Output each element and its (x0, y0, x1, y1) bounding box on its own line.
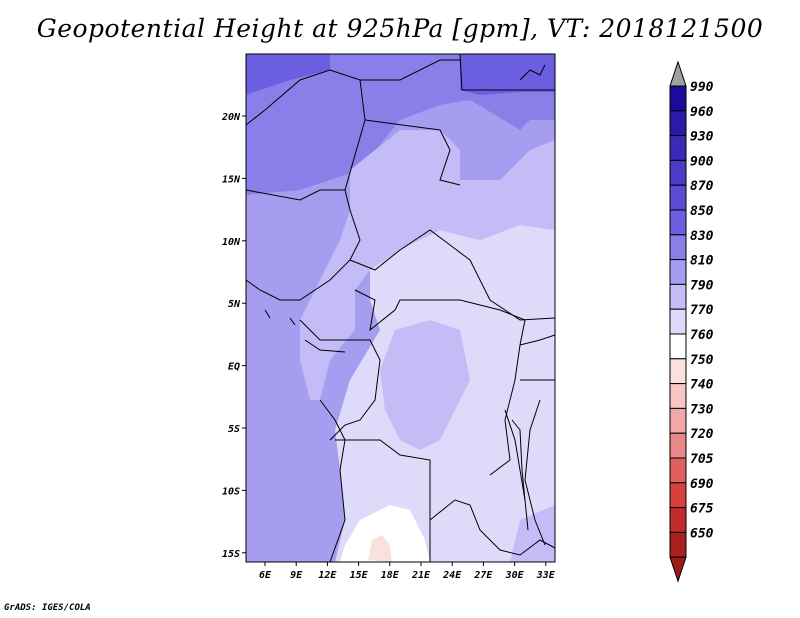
colorbar-level-label: 720 (690, 427, 714, 442)
field-790-810 (300, 130, 555, 400)
colorbar-level-label: 790 (690, 278, 714, 293)
field-760-770 (340, 505, 430, 562)
lon-tick-label: 15E (350, 570, 369, 581)
map-title: Geopotential Height at 925hPa [gpm], VT:… (36, 14, 764, 43)
colorbar-swatch (669, 259, 687, 285)
lon-tick-label: 18E (381, 570, 400, 581)
colorbar-level-label: 870 (690, 179, 714, 194)
colorbar-swatch (669, 184, 687, 211)
colorbar-level-label: 990 (690, 80, 714, 95)
colorbar-level-label: 960 (690, 105, 714, 120)
colorbar-level-label: 770 (690, 303, 714, 318)
colorbar-swatch (669, 135, 687, 161)
colorbar-level-label: 850 (690, 204, 714, 219)
lat-tick-label: 5S (228, 424, 240, 435)
lat-tick-label: 15N (222, 174, 241, 185)
colorbar-swatch (669, 234, 687, 261)
lat-tick-label: 20N (221, 112, 241, 123)
borders (246, 54, 555, 562)
lon-tick-label: 24E (442, 570, 462, 581)
colorbar-swatch (669, 85, 687, 112)
field-850-870-ne (460, 54, 555, 95)
lon-tick-label: 21E (411, 570, 431, 581)
colorbar-level-label: 690 (690, 477, 714, 492)
latitude-axis: 20N 15N 10N 5N EQ 5S 10S 15S (221, 112, 246, 560)
colorbar-top-arrow (669, 60, 687, 87)
colorbar-level-label: 705 (690, 452, 714, 467)
colorbar-swatch (669, 507, 687, 533)
lat-tick-label: 5N (228, 299, 241, 310)
colorbar-level-label: 810 (690, 254, 714, 269)
field-750-760 (368, 535, 392, 562)
colorbar-swatch (669, 209, 687, 236)
colorbar-swatch (669, 283, 687, 310)
credit-label: GrADS: IGES/COLA (4, 603, 91, 613)
map-field (246, 54, 555, 562)
longitude-axis: 6E 9E 12E 15E 18E 21E 24E 27E 30E 33E (259, 562, 556, 581)
colorbar-level-label: 650 (690, 526, 714, 541)
lon-tick-label: 30E (505, 570, 525, 581)
colorbar-swatch (669, 159, 687, 186)
field-790-810-congo (380, 320, 470, 450)
colorbar-level-label: 740 (690, 378, 714, 393)
field-790-810-se (510, 505, 555, 562)
colorbar-swatch (669, 110, 687, 137)
colorbar-level-label: 930 (690, 130, 714, 145)
lat-tick-label: 10S (222, 486, 240, 497)
lat-tick-label: 15S (222, 549, 240, 560)
colorbar-level-label: 750 (690, 353, 714, 368)
lon-tick-label: 33E (536, 570, 556, 581)
colorbar-level-label: 760 (690, 328, 714, 343)
lat-tick-label: EQ (228, 362, 240, 373)
colorbar: 990 960 930 900 870 850 830 810 790 770 760 750 740 7… (669, 60, 714, 583)
colorbar-swatch (669, 383, 687, 409)
colorbar-swatch (669, 457, 687, 484)
colorbar-swatch (669, 358, 687, 385)
colorbar-swatch (669, 432, 687, 459)
field-850-870-nw (246, 54, 330, 95)
lat-tick-label: 10N (222, 237, 241, 248)
lon-tick-label: 12E (318, 570, 337, 581)
map-frame (245, 53, 556, 563)
colorbar-swatch (669, 407, 687, 434)
colorbar-swatch (669, 308, 687, 335)
colorbar-bottom-arrow (669, 556, 687, 583)
lon-tick-label: 6E (259, 570, 272, 581)
colorbar-level-label: 730 (690, 402, 714, 417)
colorbar-level-label: 675 (690, 502, 714, 517)
colorbar-swatch (669, 482, 687, 509)
lon-tick-label: 27E (473, 570, 493, 581)
colorbar-level-label: 830 (690, 229, 714, 244)
colorbar-level-label: 900 (690, 154, 714, 169)
colorbar-swatch (669, 531, 687, 558)
colorbar-swatch (669, 333, 687, 360)
lon-tick-label: 9E (290, 570, 303, 581)
